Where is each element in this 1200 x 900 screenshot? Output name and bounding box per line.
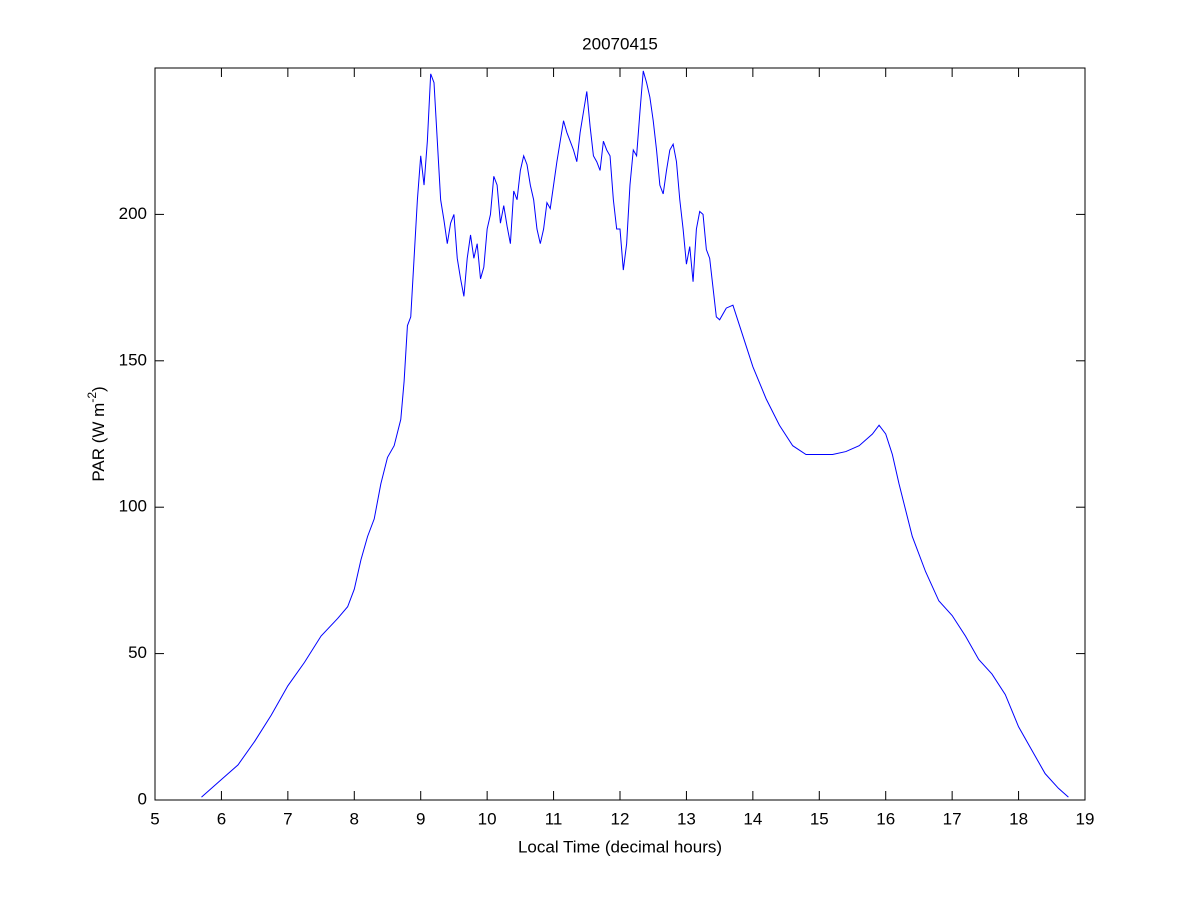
x-tick-label: 10 bbox=[478, 809, 497, 828]
y-tick-label: 200 bbox=[119, 204, 147, 223]
x-tick-label: 8 bbox=[350, 809, 359, 828]
x-tick-label: 19 bbox=[1076, 809, 1095, 828]
x-tick-label: 15 bbox=[810, 809, 829, 828]
x-tick-label: 12 bbox=[611, 809, 630, 828]
x-tick-label: 6 bbox=[217, 809, 226, 828]
x-tick-label: 14 bbox=[743, 809, 762, 828]
y-axis-label-main: PAR (W m bbox=[89, 403, 108, 482]
y-axis-label: PAR (W m-2) bbox=[85, 386, 108, 481]
x-tick-label: 17 bbox=[943, 809, 962, 828]
y-tick-label: 0 bbox=[138, 789, 147, 808]
y-axis-label-end: ) bbox=[89, 386, 108, 392]
x-tick-label: 11 bbox=[545, 809, 563, 828]
x-tick-label: 9 bbox=[416, 809, 425, 828]
y-tick-label: 100 bbox=[119, 497, 147, 516]
x-tick-label: 18 bbox=[1009, 809, 1028, 828]
x-axis-label: Local Time (decimal hours) bbox=[518, 837, 722, 856]
y-axis-label-sup: -2 bbox=[85, 392, 99, 403]
x-tick-label: 7 bbox=[283, 809, 292, 828]
x-tick-label: 5 bbox=[150, 809, 159, 828]
data-line bbox=[201, 70, 1069, 798]
chart-title: 20070415 bbox=[582, 34, 658, 53]
y-tick-label: 50 bbox=[128, 643, 147, 662]
x-tick-label: 16 bbox=[876, 809, 895, 828]
x-tick-label: 13 bbox=[677, 809, 696, 828]
y-tick-label: 150 bbox=[119, 350, 147, 369]
